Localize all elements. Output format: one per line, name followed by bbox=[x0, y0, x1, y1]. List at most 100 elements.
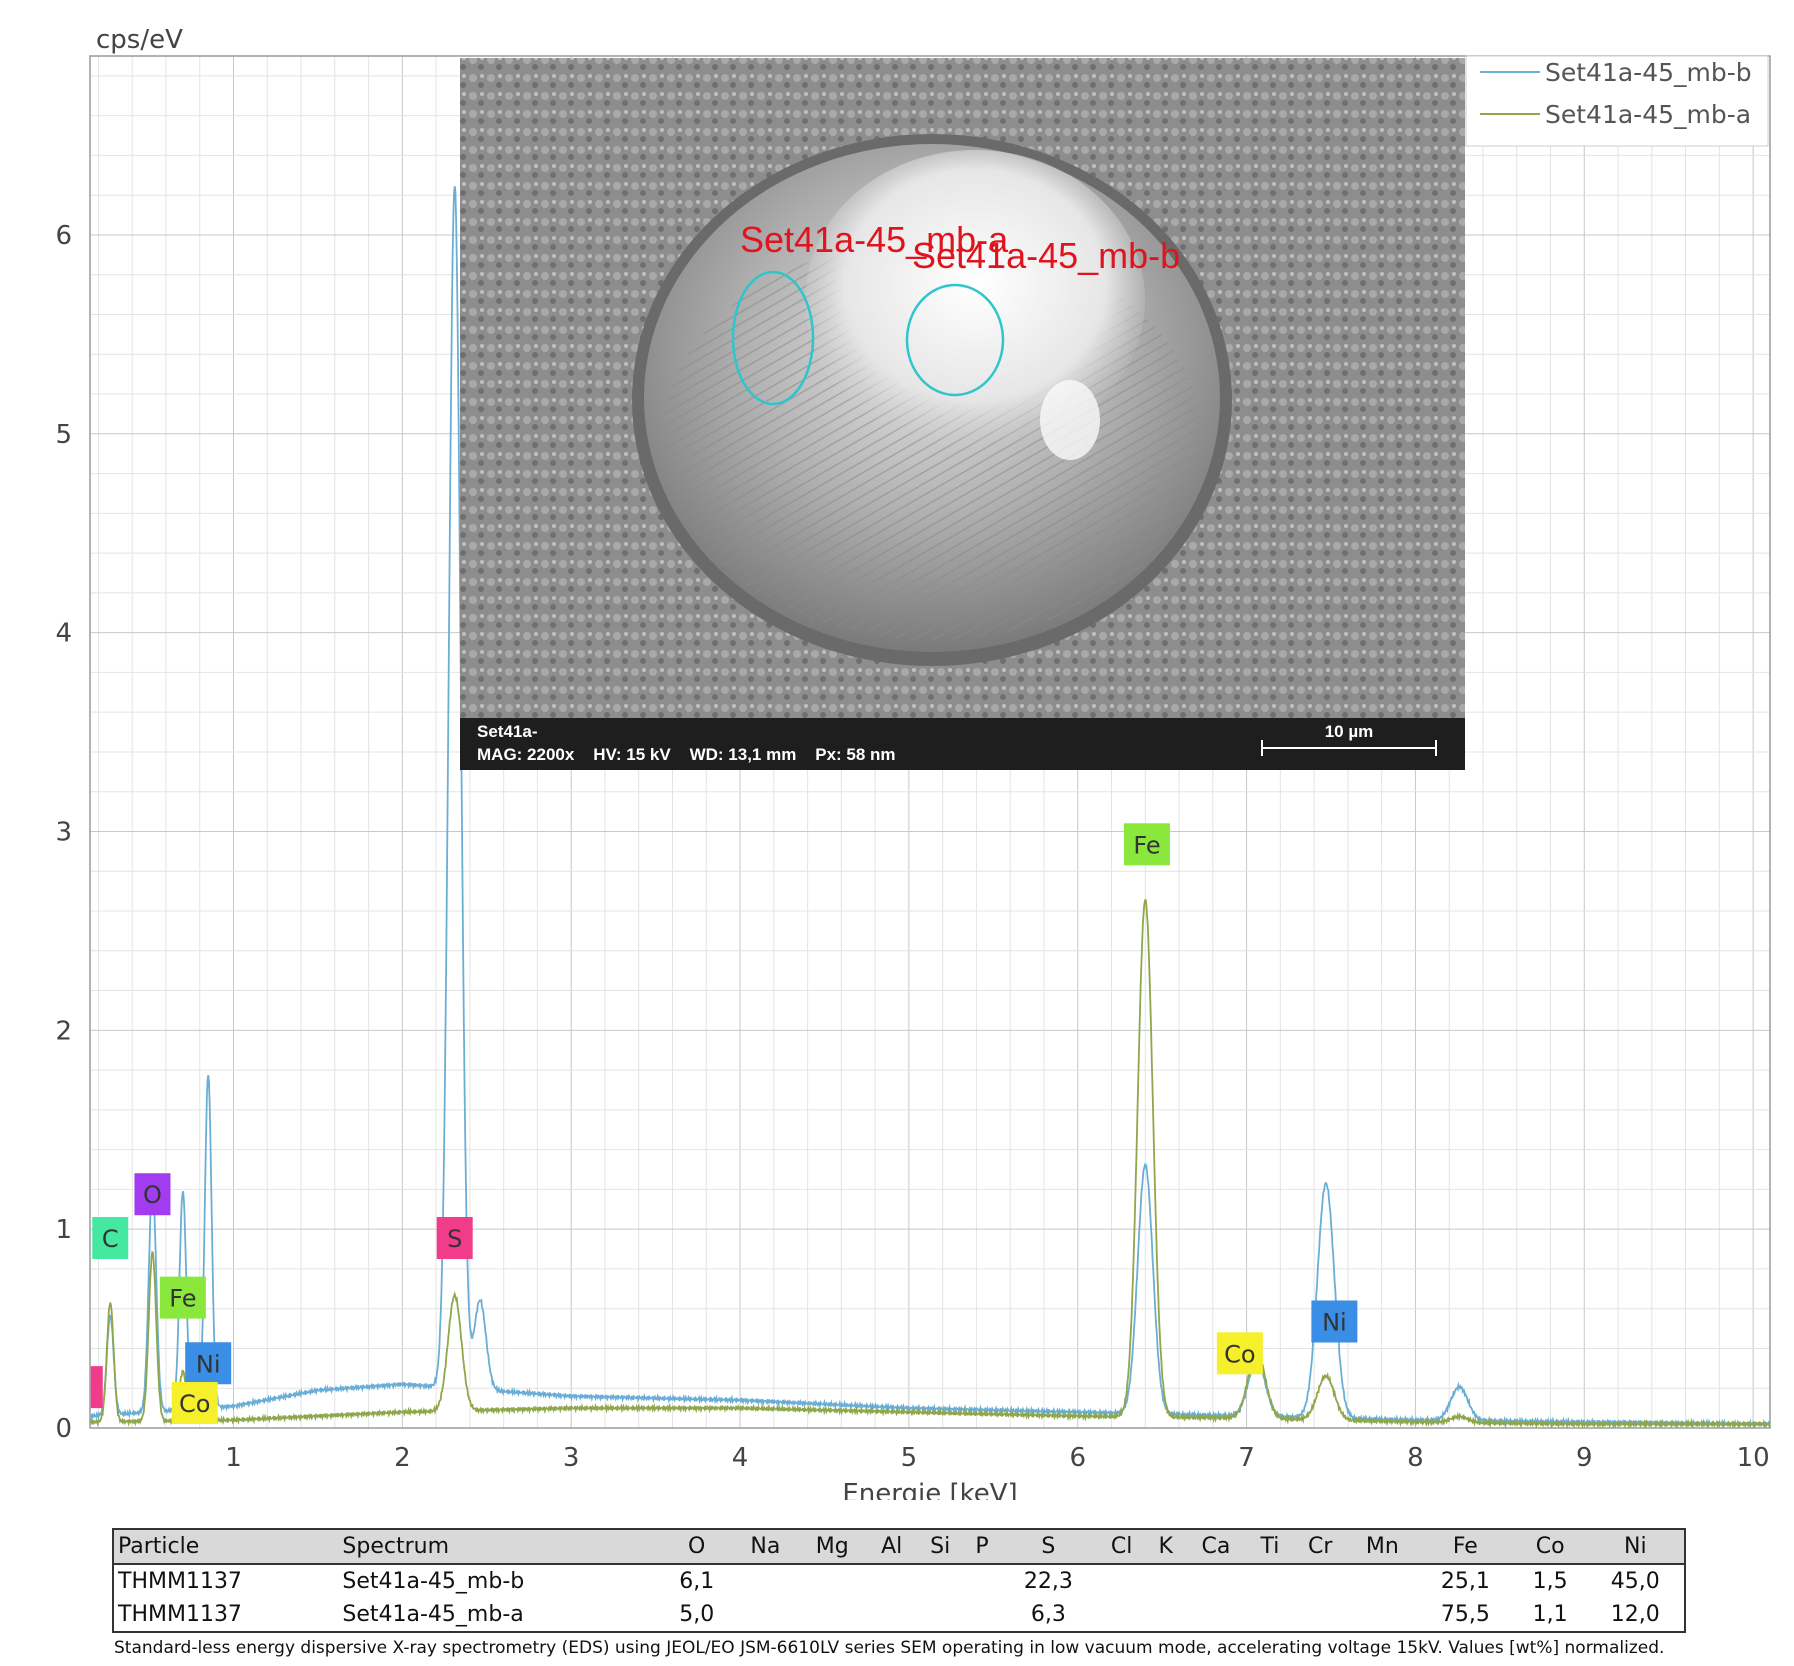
x-tick-label: 8 bbox=[1407, 1443, 1424, 1473]
legend-label-mb-a: Set41a-45_mb-a bbox=[1545, 100, 1751, 129]
table-cell bbox=[1097, 1598, 1147, 1632]
spectrum-series-layer bbox=[90, 186, 1770, 1428]
sem-info-line-1: Set41a- bbox=[477, 722, 537, 741]
sem-micrograph-inset: Set41a-45_mb-a Set41a-45_mb-b Set41a- MA… bbox=[460, 58, 1465, 770]
x-axis-tick-labels: 1 2 3 4 5 6 7 8 9 10 bbox=[225, 1443, 1769, 1473]
element-marker-box bbox=[1311, 1300, 1358, 1343]
element-marker-label: Ni bbox=[1322, 1308, 1347, 1336]
sem-region-label-mb-b: Set41a-45_mb-b bbox=[912, 235, 1180, 276]
table-cell: 75,5 bbox=[1440, 1602, 1490, 1627]
element-marker: Ni bbox=[185, 1342, 232, 1385]
table-cell: 1,5 bbox=[1532, 1569, 1568, 1594]
table-cell bbox=[916, 1598, 964, 1632]
table-cell bbox=[1247, 1564, 1293, 1598]
element-marker: S bbox=[436, 1216, 473, 1259]
x-tick-label: 5 bbox=[901, 1443, 918, 1473]
plot-border bbox=[89, 55, 1771, 1429]
element-marker-label: Fe bbox=[1133, 831, 1160, 859]
table-header-cell: O bbox=[688, 1534, 706, 1559]
table-cell bbox=[867, 1564, 916, 1598]
element-marker-label: C bbox=[102, 1225, 119, 1253]
element-marker-label: S bbox=[447, 1225, 462, 1253]
x-tick-label: 3 bbox=[563, 1443, 580, 1473]
element-marker: Fe bbox=[159, 1276, 206, 1319]
x-axis-title: Energie [keV] bbox=[842, 1479, 1017, 1500]
element-marker-box bbox=[134, 1173, 171, 1216]
sem-bright-spot bbox=[1040, 380, 1100, 460]
legend-label-mb-b: Set41a-45_mb-b bbox=[1545, 58, 1752, 87]
element-marker: C bbox=[92, 1216, 129, 1259]
table-header-cell: K bbox=[1158, 1534, 1173, 1559]
table-header-cell: Na bbox=[750, 1534, 781, 1559]
table-body: THMM1137 Set41a-45_mb-b 6,1 22,3 25,1 1,5 45,0… bbox=[113, 1564, 1685, 1632]
element-marker-label: Fe bbox=[169, 1285, 196, 1313]
table-cell: 22,3 bbox=[1023, 1569, 1073, 1594]
table-cell bbox=[1185, 1598, 1247, 1632]
table-cell bbox=[1247, 1598, 1293, 1632]
element-marker-label: Ni bbox=[196, 1350, 221, 1378]
table-header-cell: Cr bbox=[1307, 1534, 1333, 1559]
element-marker-box bbox=[185, 1342, 232, 1385]
table-header-cell: S bbox=[1041, 1534, 1056, 1559]
table-cell: 25,1 bbox=[1440, 1569, 1490, 1594]
x-tick-label: 1 bbox=[225, 1443, 242, 1473]
x-tick-label: 10 bbox=[1737, 1443, 1770, 1473]
element-marker-box bbox=[90, 1366, 103, 1409]
table-cell: 6,1 bbox=[679, 1569, 715, 1594]
table-cell: THMM1137 bbox=[118, 1569, 242, 1594]
table-cell bbox=[1293, 1598, 1348, 1632]
table-header-cell: Particle bbox=[118, 1534, 200, 1559]
table-cell: 1,1 bbox=[1532, 1602, 1568, 1627]
element-marker bbox=[90, 1366, 103, 1409]
sem-bright-region bbox=[805, 150, 1145, 450]
table-header-row: Particle Spectrum O Na Mg Al Si P S Cl K Ca Ti Cr Mn Fe… bbox=[113, 1529, 1685, 1564]
sem-scale-label: 10 µm bbox=[1325, 722, 1374, 741]
sem-region-label-mb-a: Set41a-45_mb-a bbox=[740, 219, 1009, 260]
y-axis-tick-labels: 0 1 2 3 4 5 6 bbox=[55, 221, 72, 1444]
table-cell: 45,0 bbox=[1610, 1569, 1660, 1594]
methods-footnote: Standard-less energy dispersive X-ray sp… bbox=[114, 1638, 1665, 1658]
table-cell bbox=[916, 1564, 964, 1598]
table-header-cell: Mn bbox=[1365, 1534, 1399, 1559]
table-header-cell: Si bbox=[930, 1534, 951, 1559]
table-header-cell: Al bbox=[881, 1534, 903, 1559]
table-row: THMM1137 Set41a-45_mb-b 6,1 22,3 25,1 1,5 45,0 bbox=[113, 1564, 1685, 1598]
table-cell bbox=[867, 1598, 916, 1632]
table-cell bbox=[1147, 1564, 1185, 1598]
x-tick-label: 4 bbox=[732, 1443, 749, 1473]
table-cell: Set41a-45_mb-a bbox=[342, 1602, 524, 1627]
series-line-1 bbox=[90, 898, 1770, 1428]
element-marker-box bbox=[159, 1276, 206, 1319]
sem-scale-bar bbox=[1261, 740, 1437, 756]
element-marker-label: Co bbox=[1224, 1340, 1255, 1368]
element-marker-label: O bbox=[143, 1181, 162, 1209]
y-tick-label: 1 bbox=[55, 1215, 72, 1245]
table-cell bbox=[1185, 1564, 1247, 1598]
table-cell bbox=[1293, 1564, 1348, 1598]
sem-region-circle-mb-a bbox=[731, 270, 815, 406]
element-marker: Fe bbox=[1123, 823, 1170, 866]
chart-legend: Set41a-45_mb-b Set41a-45_mb-a bbox=[1465, 55, 1769, 147]
table-row: THMM1137 Set41a-45_mb-a 5,0 6,3 75,5 1,1 12,0 bbox=[113, 1598, 1685, 1632]
table-header-cell: Cl bbox=[1110, 1534, 1133, 1559]
element-marker: Ni bbox=[1311, 1300, 1358, 1343]
x-tick-label: 2 bbox=[394, 1443, 411, 1473]
element-marker-layer: CO Fe Ni Co S Fe Co Ni bbox=[90, 823, 1358, 1425]
composition-table: Particle Spectrum O Na Mg Al Si P S Cl K Ca Ti Cr Mn Fe… bbox=[112, 1528, 1686, 1633]
table-cell bbox=[1097, 1564, 1147, 1598]
x-tick-label: 6 bbox=[1069, 1443, 1086, 1473]
table-header-cell: Fe bbox=[1452, 1534, 1478, 1559]
y-tick-label: 0 bbox=[55, 1414, 72, 1444]
y-tick-label: 3 bbox=[55, 817, 72, 847]
sem-info-line-2: MAG: 2200x HV: 15 kV WD: 13,1 mm Px: 58 … bbox=[477, 745, 896, 764]
table-header-cell: P bbox=[975, 1534, 989, 1559]
table-cell: 5,0 bbox=[679, 1602, 715, 1627]
sem-info-bar bbox=[460, 718, 1465, 770]
table-cell: Set41a-45_mb-b bbox=[342, 1569, 525, 1594]
table-cell bbox=[733, 1598, 797, 1632]
table-cell bbox=[1147, 1598, 1185, 1632]
element-marker-box bbox=[1123, 823, 1170, 866]
y-tick-label: 4 bbox=[55, 619, 72, 649]
table-cell bbox=[798, 1564, 867, 1598]
table-cell bbox=[733, 1564, 797, 1598]
